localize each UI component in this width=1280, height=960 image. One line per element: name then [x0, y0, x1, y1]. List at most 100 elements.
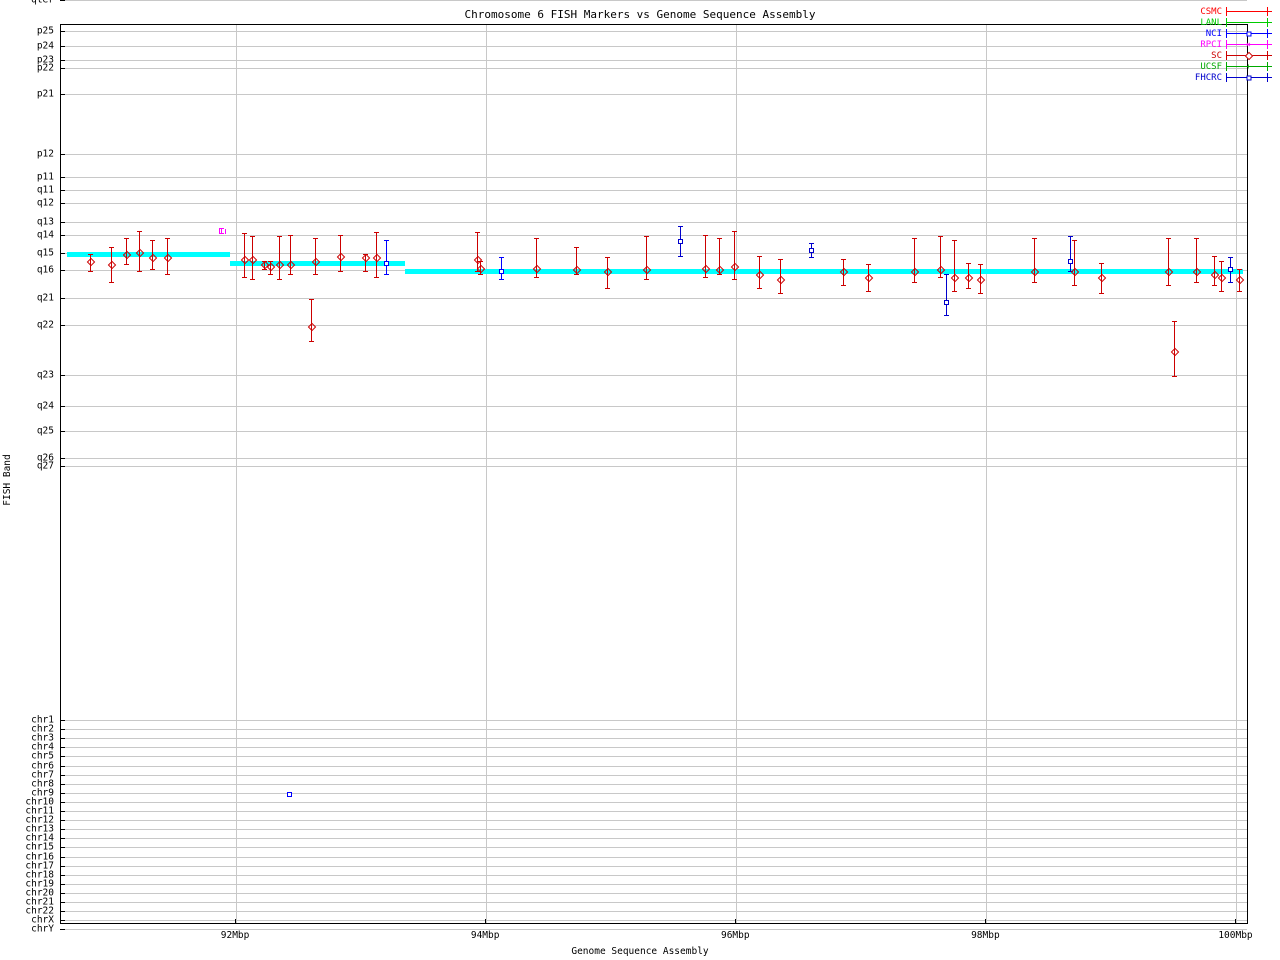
- data-point: [384, 260, 390, 266]
- error-bar-cap: [574, 246, 580, 248]
- error-bar-cap: [362, 271, 368, 272]
- error-bar: [477, 232, 479, 271]
- error-bar-cap: [1211, 255, 1217, 257]
- error-bar-cap: [911, 282, 917, 284]
- error-bar-cap: [1194, 282, 1200, 284]
- gridline: [61, 747, 1247, 749]
- error-bar-cap: [374, 276, 380, 278]
- y-tick-label: chr2: [31, 723, 54, 735]
- legend-item-sc[interactable]: SC: [1152, 50, 1272, 61]
- error-bar-cap: [276, 279, 282, 281]
- error-bar: [1173, 320, 1175, 376]
- error-bar-cap: [1031, 282, 1037, 284]
- x-axis-title: Genome Sequence Assembly: [571, 946, 709, 957]
- error-bar: [867, 264, 869, 291]
- error-bar: [576, 246, 578, 274]
- error-bar-cap: [1068, 236, 1074, 237]
- error-bar: [607, 257, 609, 288]
- y-tick-label: chrX: [31, 914, 54, 926]
- error-bar-cap: [1165, 285, 1171, 286]
- gridline: [61, 829, 1247, 831]
- error-bar-cap: [499, 257, 505, 259]
- y-tick-label: p22: [36, 62, 54, 74]
- error-bar-cap: [809, 243, 815, 245]
- error-bar-cap: [1171, 320, 1177, 322]
- y-tick-label: p11: [36, 171, 54, 183]
- y-tick-label: q13: [36, 216, 54, 228]
- data-point: [499, 269, 505, 274]
- error-bar-cap: [309, 299, 315, 300]
- data-point: [107, 260, 117, 270]
- error-bar: [1213, 255, 1215, 285]
- error-bar: [705, 234, 707, 277]
- error-bar: [1101, 262, 1103, 294]
- data-point: [678, 239, 683, 245]
- y-tick-label: q21: [36, 292, 54, 304]
- error-bar-cap: [951, 290, 957, 292]
- error-bar-cap: [312, 273, 318, 275]
- legend-label: FHCRC: [1194, 72, 1222, 83]
- error-bar-cap: [267, 260, 273, 262]
- data-point: [1098, 273, 1107, 282]
- gridline: [61, 756, 1247, 758]
- y-tick-label: chr4: [31, 741, 54, 753]
- legend-item-lanl[interactable]: LANL: [1152, 17, 1272, 28]
- error-bar: [243, 233, 245, 277]
- y-tick-label: p25: [36, 25, 54, 37]
- data-point: [809, 248, 815, 254]
- legend-label: UCSF: [1200, 61, 1222, 72]
- error-bar: [780, 259, 782, 294]
- error-bar-cap: [337, 271, 343, 272]
- error-bar-cap: [219, 233, 225, 235]
- legend-item-nci[interactable]: NCI: [1152, 28, 1272, 39]
- data-point: [219, 228, 227, 234]
- error-bar-cap: [965, 262, 971, 264]
- legend-item-csmc[interactable]: CSMC: [1152, 6, 1272, 17]
- error-bar-cap: [1236, 269, 1242, 271]
- gridline: [61, 765, 1247, 767]
- legend-item-rpci[interactable]: RPCI ×: [1152, 39, 1272, 50]
- error-bar: [980, 264, 982, 294]
- error-bar-cap: [261, 260, 267, 262]
- error-bar: [946, 273, 948, 316]
- y-tick-label: chr21: [25, 896, 54, 908]
- gridline: [61, 458, 1247, 459]
- error-bar: [1221, 260, 1223, 291]
- error-bar-cap: [267, 273, 273, 275]
- error-bar-cap: [312, 237, 318, 239]
- error-bar-cap: [1194, 237, 1200, 239]
- y-tick-label: q25: [36, 425, 54, 437]
- assembly-segment: [404, 269, 1243, 274]
- data-point: [1170, 347, 1180, 357]
- y-tick-label: chr16: [25, 851, 54, 862]
- legend-item-ucsf[interactable]: UCSF +: [1152, 61, 1272, 72]
- error-bar-cap: [477, 273, 483, 275]
- gridline: [61, 431, 1247, 432]
- gridline: [61, 792, 1247, 794]
- error-bar: [967, 262, 969, 288]
- error-bar-cap: [703, 234, 709, 236]
- data-point: [864, 273, 873, 282]
- gridline: [61, 856, 1247, 858]
- error-bar-cap: [644, 236, 650, 237]
- error-bar: [1238, 269, 1240, 291]
- error-bar-cap: [778, 259, 784, 261]
- y-tick-label: chr8: [31, 778, 54, 790]
- legend-item-fhcrc[interactable]: FHCRC: [1152, 72, 1272, 83]
- x-tick-mark: [1235, 919, 1237, 924]
- y-tick-label: chr9: [31, 787, 54, 799]
- gridline: [61, 375, 1247, 376]
- error-bar-cap: [731, 230, 737, 232]
- error-bar: [263, 260, 265, 270]
- legend-symbol: [1226, 28, 1272, 39]
- gridline: [61, 929, 1247, 931]
- legend-symbol: [1226, 72, 1272, 83]
- error-bar-cap: [534, 276, 540, 278]
- error-bar-cap: [605, 257, 611, 259]
- error-bar: [718, 237, 720, 274]
- error-bar: [1070, 236, 1072, 271]
- gridline: [61, 774, 1247, 776]
- error-bar: [1167, 237, 1169, 285]
- error-bar-cap: [499, 279, 505, 281]
- error-bar-cap: [241, 276, 247, 278]
